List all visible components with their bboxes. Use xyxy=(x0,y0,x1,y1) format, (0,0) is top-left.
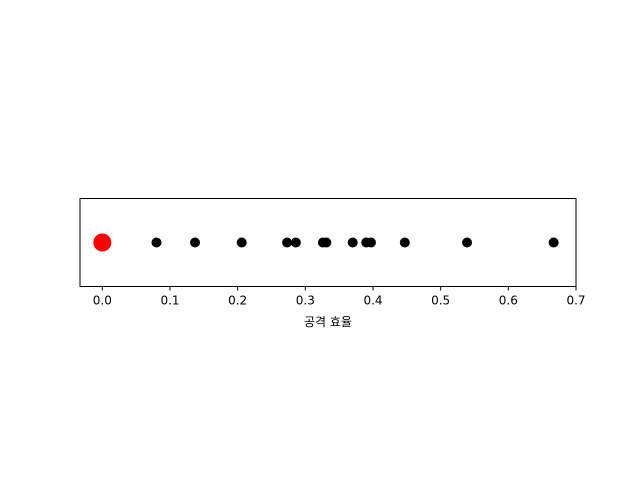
data-point xyxy=(236,237,247,248)
x-tick-label: 0.1 xyxy=(160,294,179,308)
data-point xyxy=(151,237,162,248)
data-point xyxy=(282,237,293,248)
x-axis: 0.0 0.1 0.2 0.3 0.4 0.5 0.6 0.7 xyxy=(93,286,586,308)
x-tick-label: 0.4 xyxy=(363,294,382,308)
highlighted-point xyxy=(93,233,112,252)
x-tick-label: 0.2 xyxy=(228,294,247,308)
plot-frame xyxy=(79,198,577,287)
data-point xyxy=(321,237,332,248)
data-point xyxy=(365,237,376,248)
data-point xyxy=(290,237,301,248)
x-axis-label: 공격 효율 xyxy=(304,315,352,329)
x-tick-label: 0.0 xyxy=(93,294,112,308)
data-point xyxy=(190,237,201,248)
x-tick-label: 0.7 xyxy=(566,294,585,308)
data-point xyxy=(548,237,559,248)
x-tick-label: 0.6 xyxy=(499,294,518,308)
data-point xyxy=(347,237,358,248)
data-points xyxy=(93,233,559,252)
x-tick-label: 0.3 xyxy=(296,294,315,308)
data-point xyxy=(399,237,410,248)
x-tick-label: 0.5 xyxy=(431,294,450,308)
data-point xyxy=(462,237,473,248)
